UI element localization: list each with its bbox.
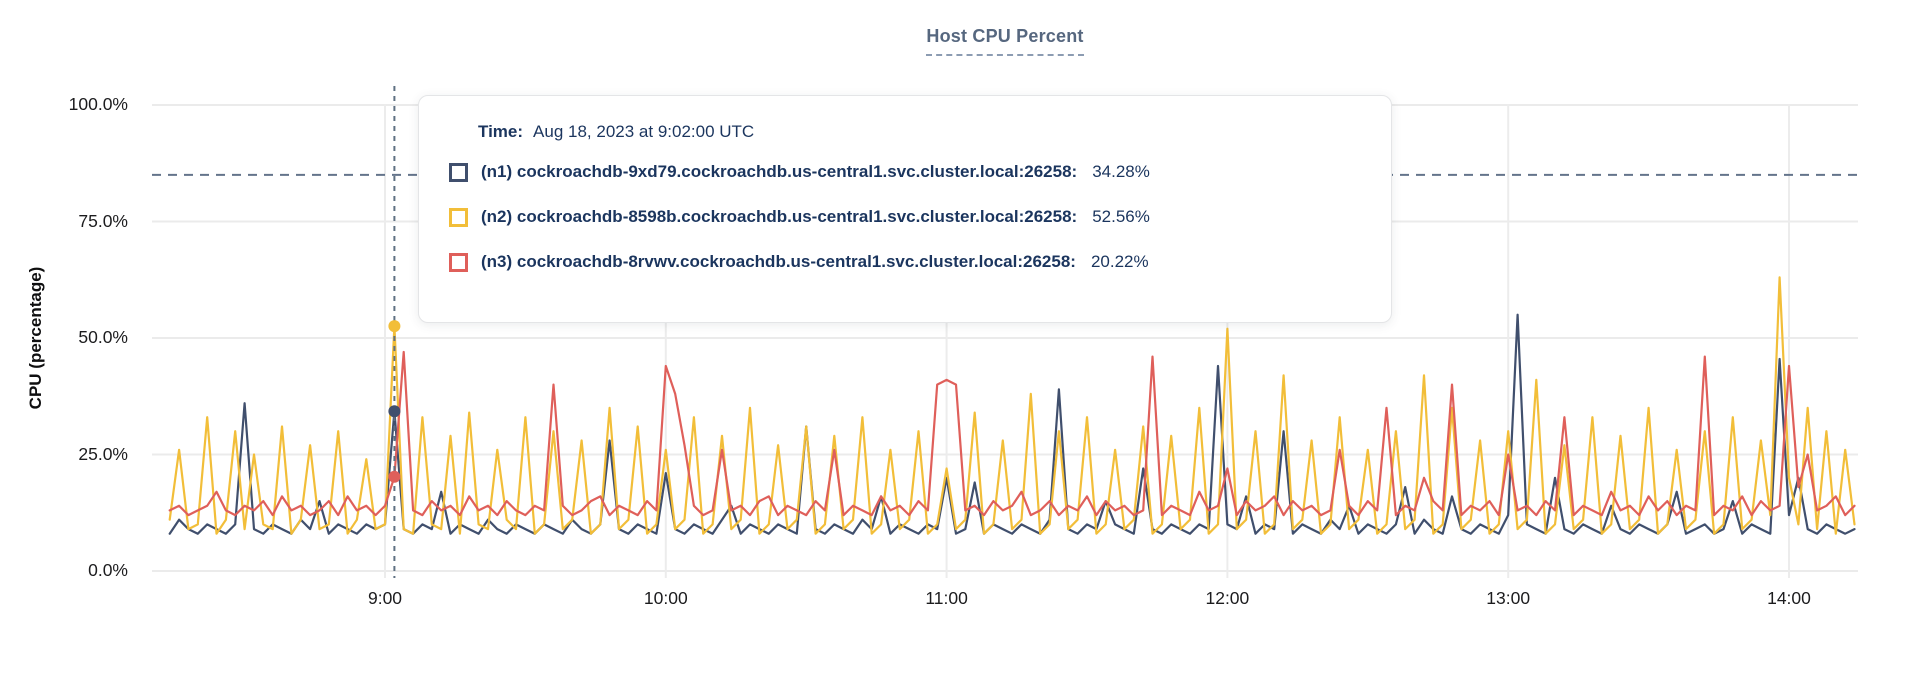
series-label-n3: (n3) cockroachdb-8rvwv.cockroachdb.us-ce… <box>481 252 1076 271</box>
series-label-n2: (n2) cockroachdb-8598b.cockroachdb.us-ce… <box>481 207 1078 226</box>
series-value-n3: 20.22% <box>1090 252 1149 271</box>
series-value-n2: 52.56% <box>1092 207 1150 226</box>
hover-dot-n1 <box>388 405 401 418</box>
series-marker-n3-icon <box>449 252 468 272</box>
hover-tooltip: Time: Aug 18, 2023 at 9:02:00 UTC (n1) co… <box>418 95 1392 323</box>
hover-dot-n3 <box>388 470 401 483</box>
series-value-n1: 34.28% <box>1092 162 1150 181</box>
tooltip-time-row: Time: Aug 18, 2023 at 9:02:00 UTC <box>478 122 1363 144</box>
y-axis-title: CPU (percentage) <box>26 266 45 410</box>
series-line-n1 <box>168 313 1856 535</box>
chart-title: Host CPU Percent <box>926 26 1084 56</box>
tooltip-time-label: Time: <box>478 122 524 141</box>
tooltip-series-row-n1: (n1) cockroachdb-9xd79.cockroachdb.us-ce… <box>449 160 1363 184</box>
chart-header: Host CPU Percent <box>152 26 1858 56</box>
series-label-n1: (n1) cockroachdb-9xd79.cockroachdb.us-ce… <box>481 162 1078 181</box>
series-line-n3 <box>168 350 1856 517</box>
hover-dot-n2 <box>388 320 401 333</box>
tooltip-series-row-n2: (n2) cockroachdb-8598b.cockroachdb.us-ce… <box>449 205 1363 229</box>
series-line-n2 <box>168 276 1856 535</box>
tooltip-time-value: Aug 18, 2023 at 9:02:00 UTC <box>533 122 755 141</box>
series-marker-n2-icon <box>449 207 468 227</box>
tooltip-series-row-n3: (n3) cockroachdb-8rvwv.cockroachdb.us-ce… <box>449 250 1363 274</box>
series-marker-n1-icon <box>449 162 468 182</box>
